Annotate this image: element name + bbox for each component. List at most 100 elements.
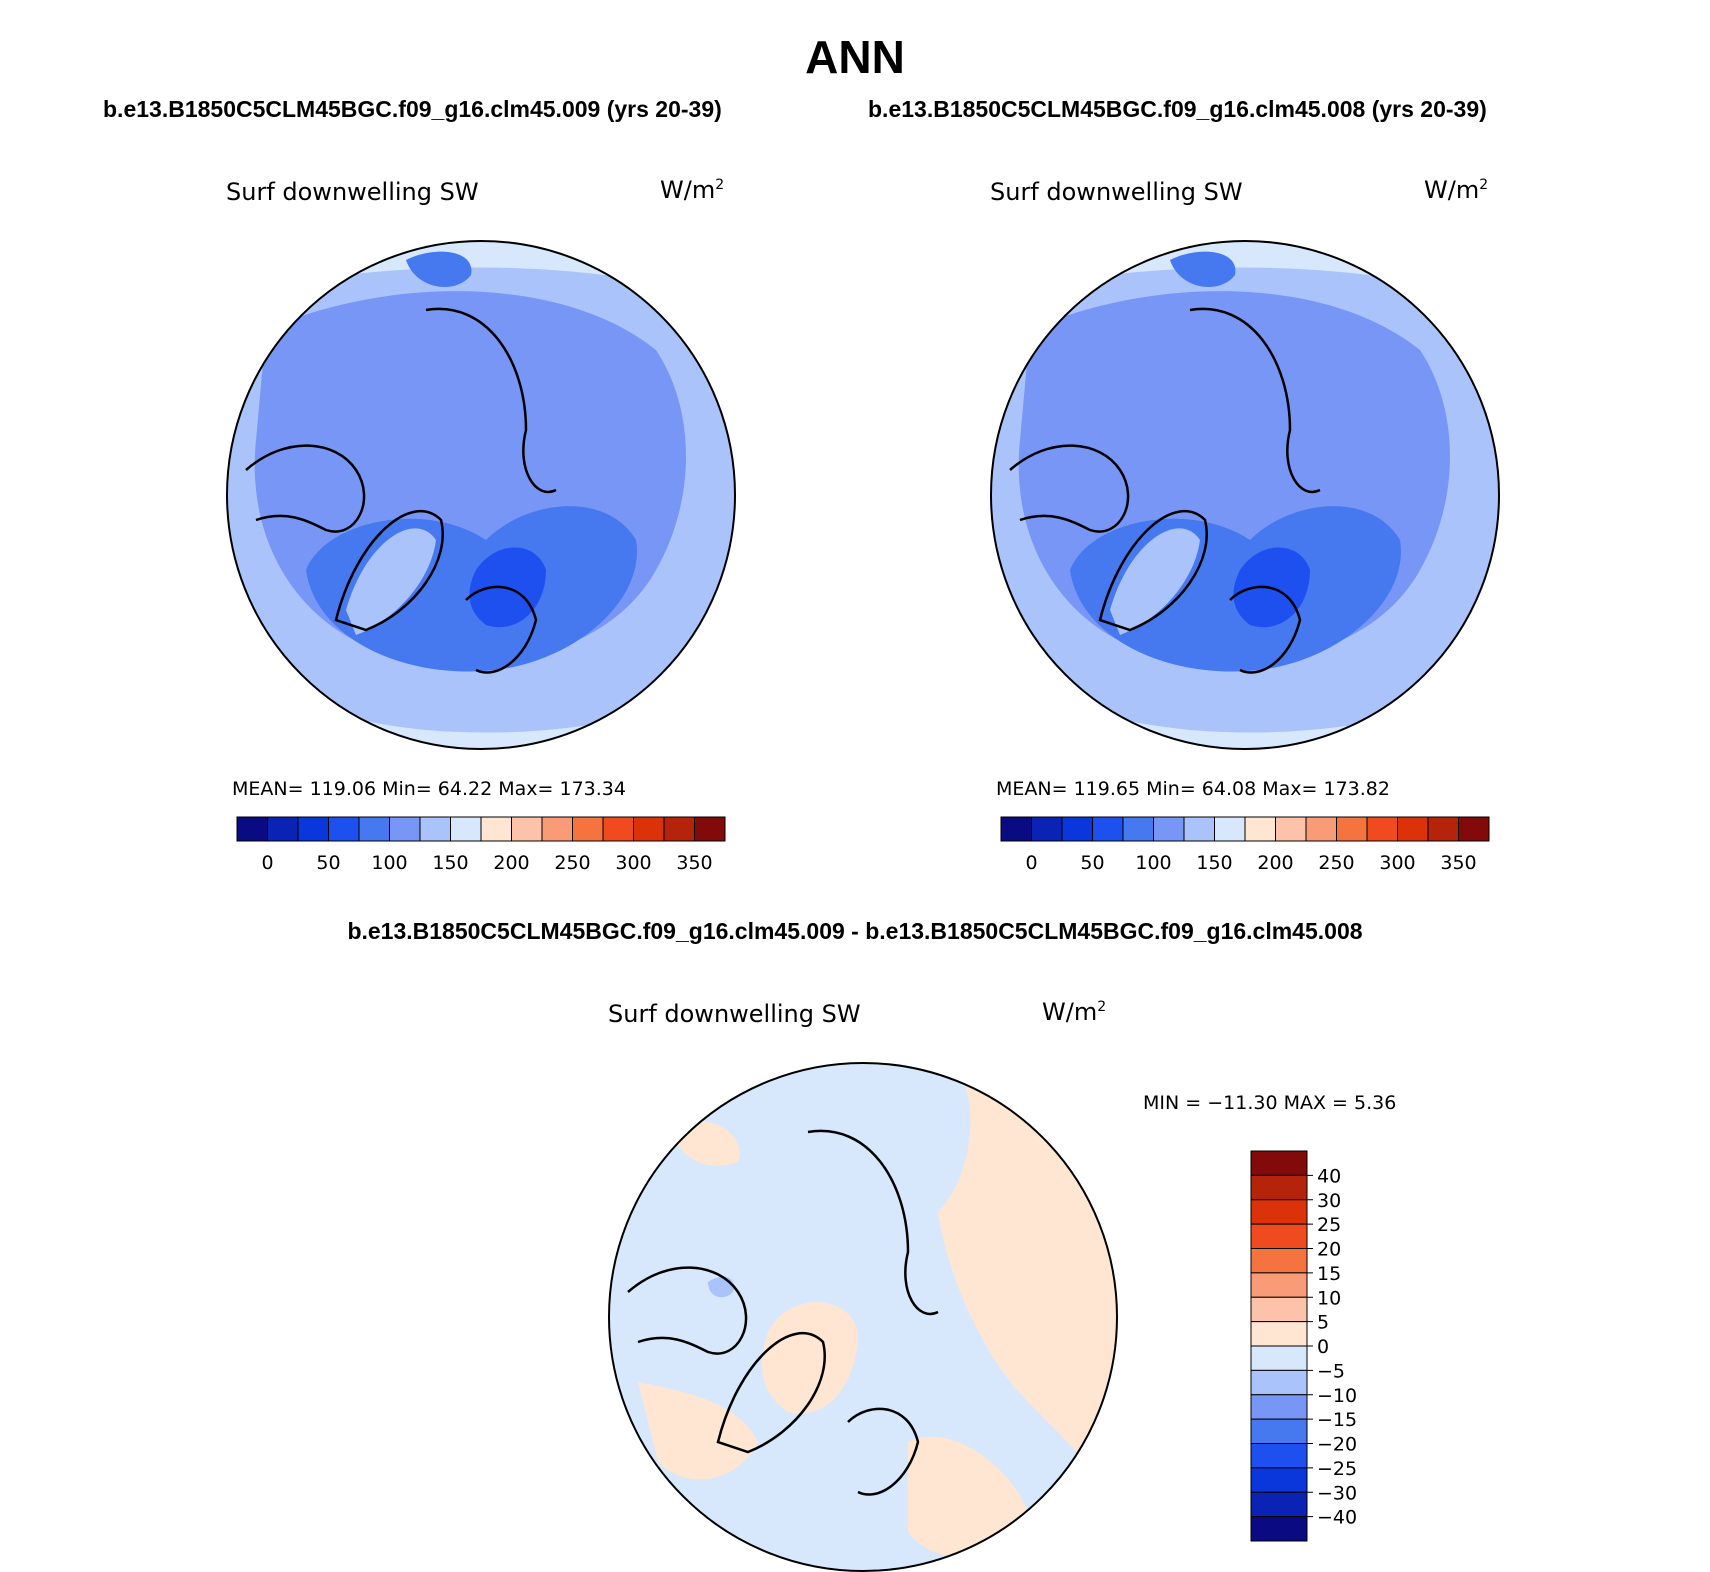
colorbar-diff-tick-label: 40 [1317,1165,1341,1187]
colorbar-right-tick-label: 300 [1379,852,1415,874]
colorbar-left-swatch [511,816,543,842]
colorbar-left-tick-label: 0 [261,852,273,874]
colorbar-left-swatch [480,816,512,842]
colorbar-right-swatch [1336,816,1368,842]
colorbar-diff-tick-label: 20 [1317,1239,1341,1261]
colorbar-left: 0 50 100 150 200 250 300 350 [236,816,726,874]
map-left-coastline-europe [465,585,538,674]
map-left [226,240,736,750]
map-diff-warm-southeast [908,1436,1028,1557]
units-label-left: W/m2 [660,176,725,204]
colorbar-diff-tick-label: −10 [1317,1385,1357,1407]
map-left-north-blob [406,251,472,287]
colorbar-left-tick-label: 300 [615,852,651,874]
colorbar-right-tick-label: 50 [1080,852,1104,874]
colorbar-right-swatch [1000,816,1032,842]
variable-label-left: Surf downwelling SW [226,178,479,206]
colorbar-left-swatch [663,816,695,842]
map-diff-coastline-greenland [716,1331,826,1454]
colorbar-left-swatch [694,816,726,842]
map-right-north-blob [1170,251,1236,287]
colorbar-left-tick-label: 200 [493,852,529,874]
colorbar-diff-tick-label: −20 [1317,1434,1357,1456]
colorbar-diff-tick-label: −25 [1317,1458,1357,1480]
colorbar-left-swatch [267,816,299,842]
colorbar-diff-swatch [1250,1150,1308,1176]
colorbar-right-tick-label: 150 [1196,852,1232,874]
colorbar-right: 0 50 100 150 200 250 300 350 [1000,816,1490,874]
map-right-border [990,240,1500,750]
colorbar-diff-swatch [1250,1174,1308,1201]
colorbar-right-swatch [1275,816,1307,842]
colorbar-diff-swatch [1250,1223,1308,1249]
colorbar-diff-swatch [1250,1345,1308,1371]
colorbar-diff-tick-label: 30 [1317,1190,1341,1212]
colorbar-left-tick-label: 250 [554,852,590,874]
map-diff-coastline-america [627,1266,748,1355]
colorbar-diff-swatch [1250,1369,1308,1396]
colorbar-right-swatch [1427,816,1459,842]
colorbar-right-swatch [1153,816,1185,842]
colorbar-diff-tick-label: 0 [1317,1336,1329,1358]
colorbar-right-tick-label: 200 [1257,852,1293,874]
colorbar-left-swatch [236,816,268,842]
colorbar-right-swatch [1458,816,1490,842]
colorbar-diff-tick-label: −30 [1317,1482,1357,1504]
colorbar-left-swatch [328,816,360,842]
map-diff [608,1062,1118,1572]
map-diff-warm-west [638,1382,758,1480]
colorbar-left-tick-label: 150 [432,852,468,874]
colorbar-left-swatch [419,816,451,842]
colorbar-diff-swatch [1250,1296,1308,1323]
colorbar-diff-swatch [1250,1394,1308,1420]
variable-label-diff: Surf downwelling SW [608,1000,861,1028]
map-diff-coastline-asia [807,1129,939,1316]
map-right [990,240,1500,750]
colorbar-diff-tick-label: 10 [1317,1287,1341,1309]
colorbar-right-tick-label: 250 [1318,852,1354,874]
colorbar-right-tick-label: 350 [1440,852,1476,874]
colorbar-right-swatch [1305,816,1337,842]
colorbar-diff-tick-label: 25 [1317,1214,1341,1236]
diff-minmax: MIN = −11.30 MAX = 5.36 [1143,1092,1397,1114]
stats-right: MEAN= 119.65 Min= 64.08 Max= 173.82 [996,778,1390,800]
colorbar-left-tick-label: 100 [371,852,407,874]
colorbar-diff-swatch [1250,1491,1308,1518]
map-left-greenland [346,528,436,635]
variable-label-right: Surf downwelling SW [990,178,1243,206]
map-diff-warm-center [762,1302,858,1414]
colorbar-diff-tick-label: −40 [1317,1507,1357,1529]
case-title-left: b.e13.B1850C5CLM45BGC.f09_g16.clm45.009 … [103,96,722,122]
colorbar-diff-swatch [1250,1516,1308,1542]
map-right-coastline-greenland [1098,509,1208,632]
colorbar-left-swatch [358,816,390,842]
colorbar-left-tick-label: 50 [316,852,340,874]
map-right-coastline-asia [1189,307,1321,494]
colorbar-diff-swatch [1250,1272,1308,1298]
colorbar-right-swatch [1092,816,1124,842]
colorbar-diff-swatch [1250,1443,1308,1469]
colorbar-left-swatch [450,816,482,842]
map-right-coastline-america [1009,444,1130,533]
colorbar-right-tick-label: 100 [1135,852,1171,874]
colorbar-diff-swatch [1250,1248,1308,1274]
colorbar-right-swatch [1244,816,1276,842]
map-left-border [226,240,736,750]
colorbar-left-swatch [633,816,665,842]
colorbar-left-tick-label: 350 [676,852,712,874]
diff-title: b.e13.B1850C5CLM45BGC.f09_g16.clm45.009 … [347,918,1363,944]
colorbar-right-swatch [1061,816,1093,842]
page-title: ANN [805,31,905,83]
colorbar-diff-swatch [1250,1199,1308,1225]
colorbar-right-swatch [1366,816,1398,842]
colorbar-diff-swatch [1250,1467,1308,1493]
colorbar-left-swatch [297,816,329,842]
colorbar-right-tick-label: 0 [1025,852,1037,874]
colorbar-right-swatch [1031,816,1063,842]
colorbar-right-swatch [1214,816,1246,842]
colorbar-left-swatch [389,816,421,842]
map-right-coastline-europe [1229,585,1302,674]
colorbar-diff-tick-label: −5 [1317,1360,1345,1382]
colorbar-diff-tick-label: 5 [1317,1312,1329,1334]
